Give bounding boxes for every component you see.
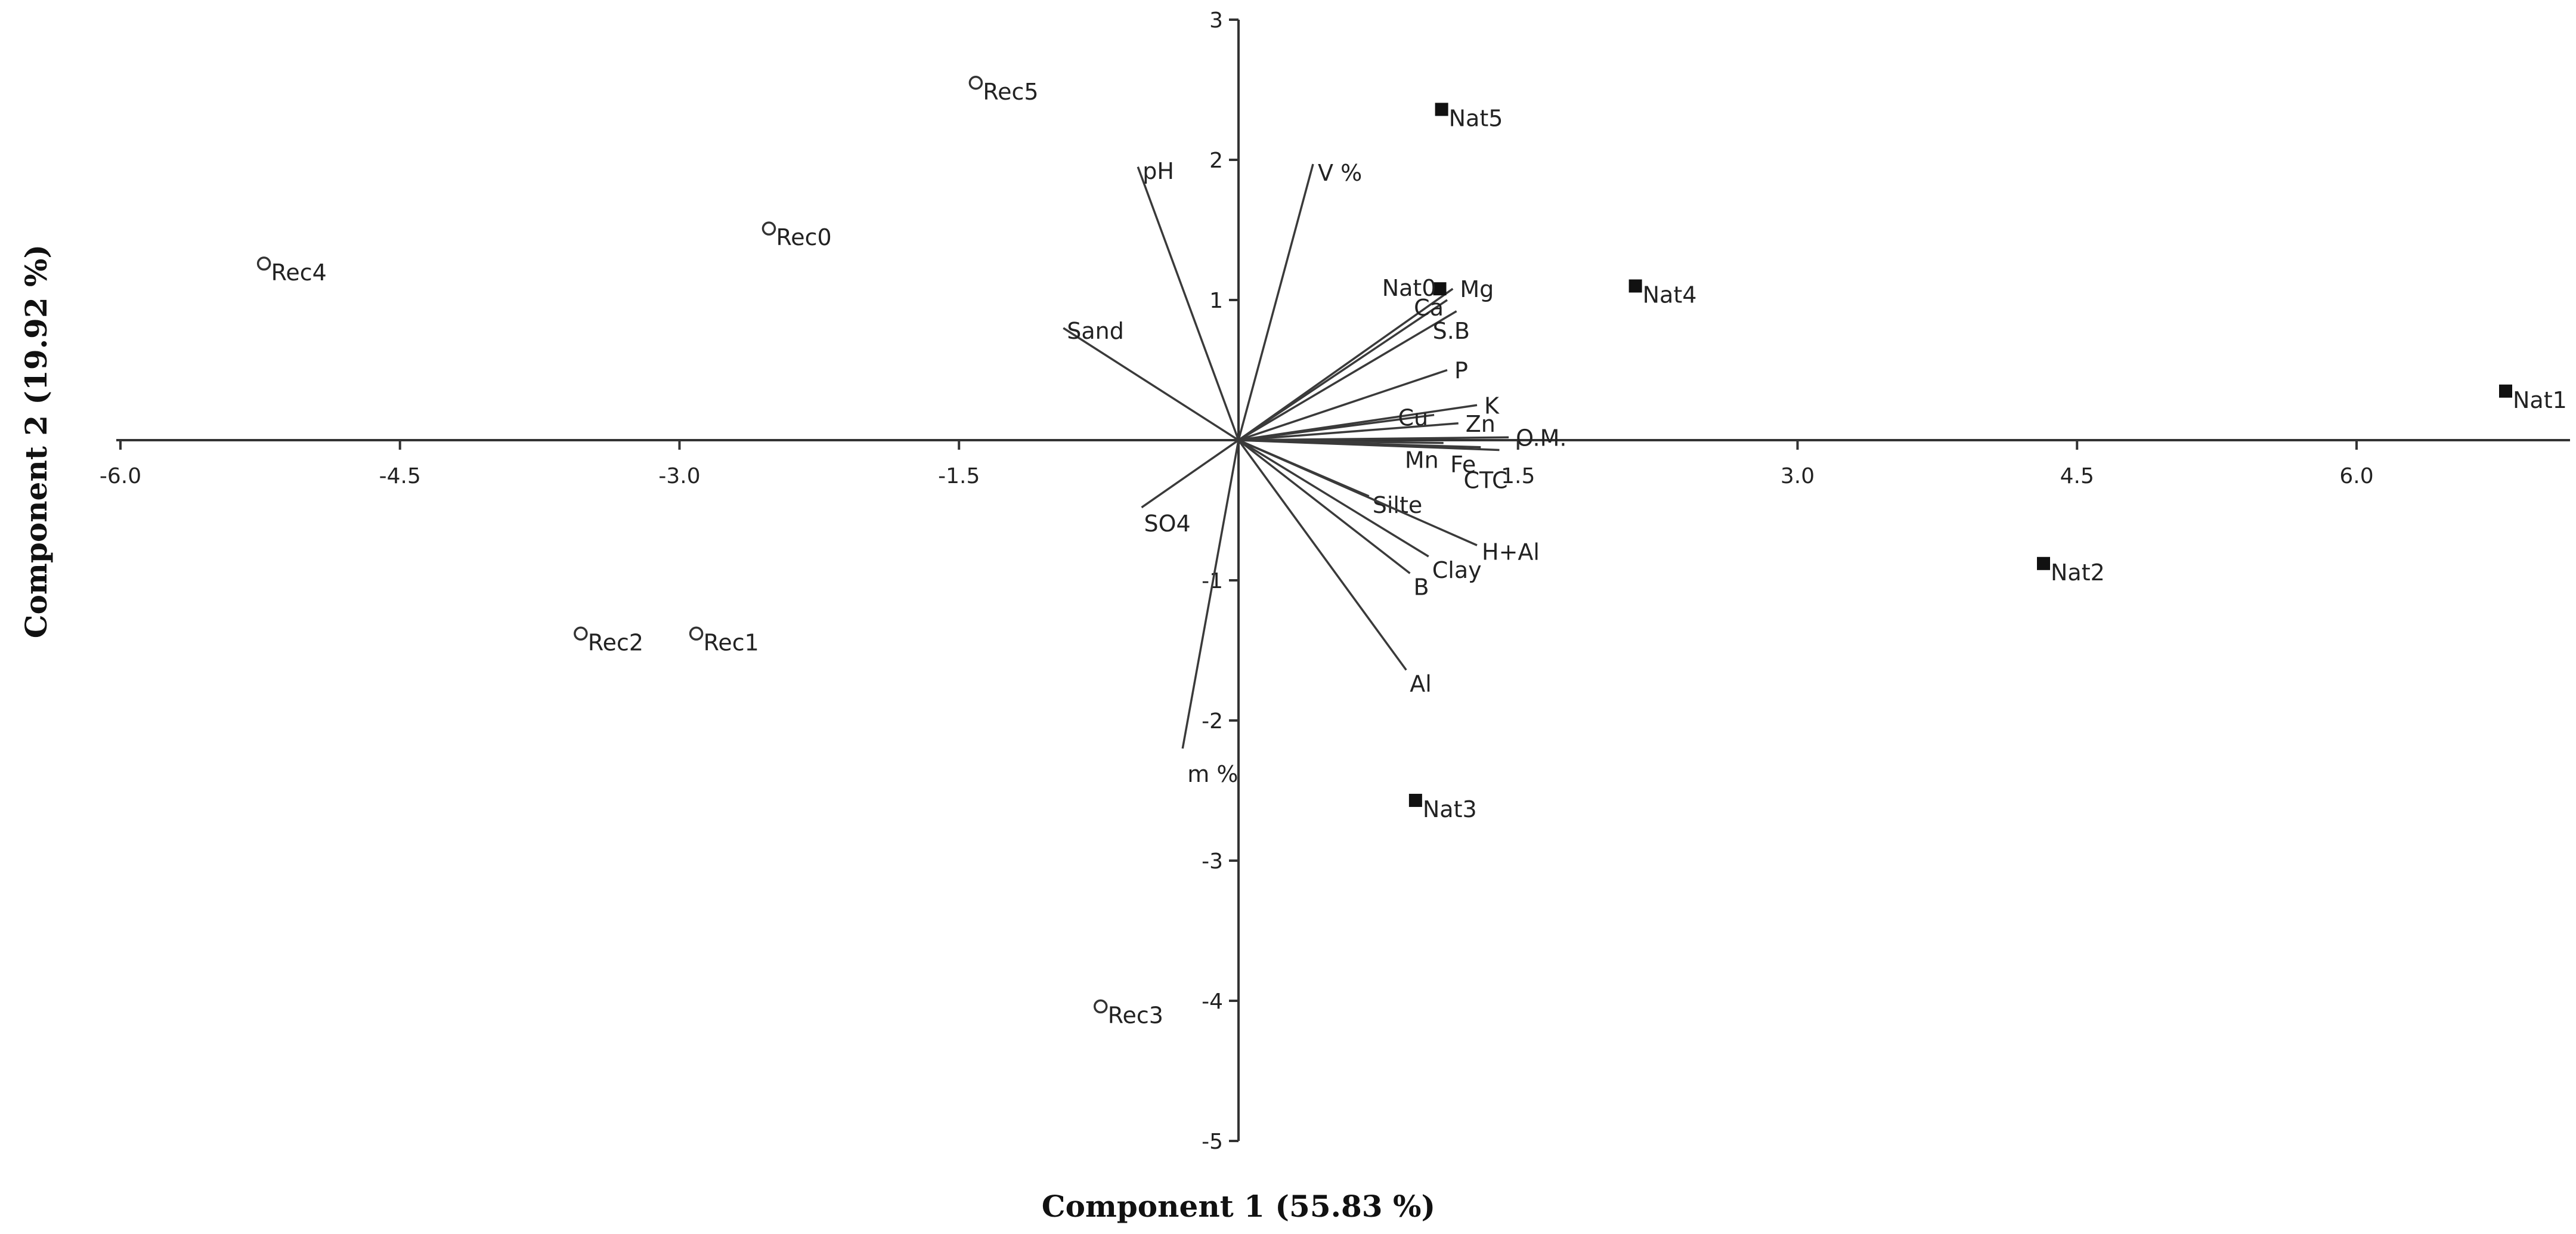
loading-vector-label: m % [1187, 761, 1238, 787]
loading-vector-label: Mn [1405, 447, 1439, 474]
y-tick-label: 3 [1209, 8, 1223, 33]
loading-vector-line [1238, 439, 1478, 546]
point-marker-circle [1094, 999, 1108, 1014]
point-marker-circle [689, 626, 704, 641]
point-label: Rec2 [588, 629, 643, 655]
point-marker-circle [574, 626, 588, 641]
point-label: Nat5 [1449, 105, 1503, 131]
point-label: Nat2 [2051, 559, 2105, 586]
y-axis-title: Component 2 (19.92 %) [18, 245, 54, 638]
point-marker-circle [761, 221, 776, 236]
axes: -6.0-4.5-3.0-1.51.53.04.56.0321-1-2-3-4-… [100, 8, 2570, 1154]
loading-vector-line [1237, 439, 1407, 671]
loading-vector-label: pH [1143, 158, 1174, 184]
loading-vector-label: V % [1318, 160, 1362, 186]
loading-vector-line [1137, 166, 1240, 441]
x-tick-label: -6.0 [100, 464, 141, 488]
loading-vector-line [1238, 439, 1429, 558]
loading-vector-line [1238, 369, 1448, 441]
point-label: Nat0 [1382, 275, 1436, 301]
y-tick-label: -2 [1202, 709, 1223, 734]
y-tick-label: 1 [1209, 289, 1223, 313]
point-marker-square [1408, 793, 1422, 807]
point-marker-square [1628, 279, 1642, 293]
x-axis-title: Component 1 (55.83 %) [1042, 1189, 1435, 1224]
y-tick-label: -4 [1202, 989, 1223, 1014]
loading-vector-line [1238, 439, 1500, 451]
point-label: Rec4 [271, 259, 327, 286]
x-tick-label: 6.0 [2339, 464, 2373, 488]
loading-vector-label: O.M. [1516, 425, 1566, 451]
loading-vector-line [1063, 327, 1239, 441]
point-marker-square [1435, 103, 1448, 116]
loading-vector-label: CTC [1464, 467, 1508, 493]
point-label: Nat4 [1643, 282, 1697, 308]
loading-vector-line [1238, 422, 1459, 441]
loading-vector-line [1238, 310, 1457, 441]
y-tick-label: -3 [1202, 849, 1223, 874]
loading-vector-label: Sand [1067, 318, 1124, 344]
loading-vector-line [1141, 439, 1239, 509]
loading-vector-label: Fe [1450, 451, 1476, 478]
point-label: Rec0 [776, 224, 832, 250]
loading-vector-label: Ca [1414, 295, 1444, 321]
loading-vector-label: Silte [1373, 492, 1423, 518]
point-label: Rec5 [983, 79, 1038, 105]
x-tick-label: -1.5 [938, 464, 980, 488]
y-tick-label: 2 [1209, 149, 1223, 173]
loading-vector-line [1238, 436, 1509, 441]
loading-vector-label: B [1414, 574, 1429, 600]
loading-vector-label: Zn [1466, 411, 1496, 437]
loading-vector-line [1238, 299, 1448, 441]
loading-vector-line [1238, 413, 1435, 441]
point-marker-circle [256, 256, 271, 271]
loading-vector-label: SO4 [1144, 511, 1191, 537]
point-marker-square [1433, 282, 1447, 296]
x-tick-label: -4.5 [379, 464, 421, 488]
x-tick-label: 4.5 [2060, 464, 2094, 488]
loading-vector-label: Clay [1432, 557, 1482, 583]
point-marker-circle [968, 76, 983, 90]
point-label: Rec1 [704, 629, 759, 655]
point-label: Nat1 [2513, 387, 2567, 413]
point-label: Nat3 [1423, 796, 1477, 822]
loading-vector-label: S.B [1433, 318, 1470, 344]
x-tick-label: 1.5 [1501, 464, 1535, 488]
point-label: Rec3 [1108, 1002, 1163, 1028]
loading-vector-label: Mg [1460, 276, 1494, 302]
y-tick-label: -5 [1202, 1130, 1223, 1154]
point-marker-square [2499, 384, 2512, 398]
loading-vector-label: P [1454, 358, 1468, 384]
loading-vector-line [1237, 163, 1314, 441]
x-tick-label: 3.0 [1781, 464, 1815, 488]
point-marker-square [2037, 556, 2050, 570]
x-tick-label: -3.0 [658, 464, 700, 488]
loading-vector-label: K [1484, 392, 1500, 419]
loading-vector-line [1237, 439, 1411, 574]
loading-vector-label: Al [1410, 670, 1432, 697]
loading-vector-line [1181, 440, 1240, 749]
score-points: Rec0 Rec1 Rec2 Rec3 Rec4 Rec5 Nat0 Nat1 Nat2 Nat3… [256, 76, 2567, 1028]
loading-vector-label: H+Al [1482, 539, 1540, 565]
